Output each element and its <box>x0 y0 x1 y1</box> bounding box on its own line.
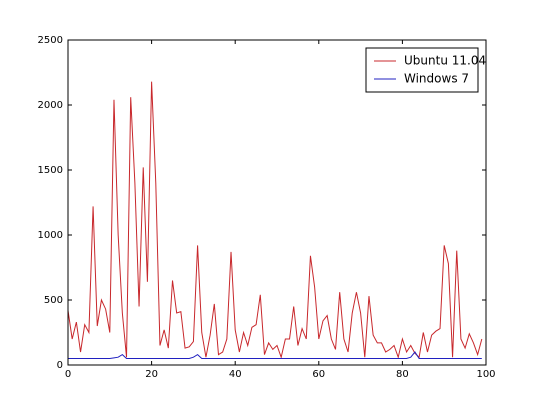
y-tick-label: 1500 <box>38 165 63 176</box>
legend-box <box>365 47 479 93</box>
legend-label: Ubuntu 11.04 <box>404 54 486 68</box>
series-line <box>68 351 482 359</box>
x-tick-label: 20 <box>145 369 158 380</box>
plot-frame <box>67 39 487 366</box>
series-line <box>67 81 483 359</box>
y-tick-label: 0 <box>57 360 63 371</box>
y-tick-label: 2500 <box>38 35 63 46</box>
x-tick-label: 100 <box>476 369 495 380</box>
x-tick-label: 40 <box>229 369 242 380</box>
legend-label: Windows 7 <box>404 72 469 86</box>
x-tick-label: 0 <box>65 369 71 380</box>
x-tick-label: 80 <box>396 369 409 380</box>
y-tick-label: 2000 <box>38 100 63 111</box>
y-tick-label: 500 <box>44 295 63 306</box>
y-tick-label: 1000 <box>38 230 63 241</box>
x-tick-label: 60 <box>312 369 325 380</box>
